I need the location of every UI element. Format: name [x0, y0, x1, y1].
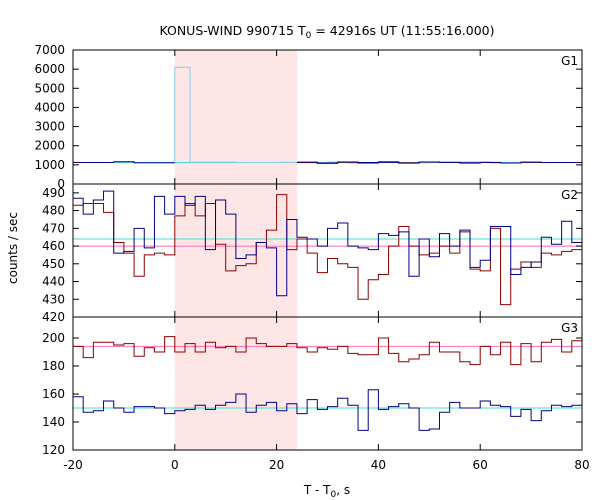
y-tick-label: 200	[42, 331, 65, 345]
y-tick-label: 140	[42, 415, 65, 429]
y-tick-label: 120	[42, 443, 65, 457]
x-tick-label: 60	[473, 458, 488, 472]
series-1-step-line	[73, 336, 582, 366]
shaded-interval	[174, 317, 297, 450]
panel-label: G3	[561, 321, 578, 335]
y-tick-label: 450	[42, 257, 65, 271]
y-tick-label: 490	[42, 186, 65, 200]
x-tick-label: 20	[269, 458, 284, 472]
panel-frame	[72, 49, 583, 185]
y-tick-label: 7000	[34, 43, 65, 57]
y-tick-label: 470	[42, 221, 65, 235]
series-2-step-line	[73, 389, 582, 431]
y-tick-label: 1000	[34, 158, 65, 172]
y-tick-label: 2000	[34, 139, 65, 153]
x-tick-label: 80	[574, 458, 589, 472]
panel-frame	[72, 316, 583, 451]
y-tick-label: 6000	[34, 62, 65, 76]
x-tick-label: 40	[371, 458, 386, 472]
y-tick-label: 460	[42, 239, 65, 253]
chart-title: KONUS-WIND 990715 T0 = 42916s UT (11:55:…	[159, 23, 494, 41]
x-axis-label: T - T0, s	[303, 483, 350, 500]
panel-g3: 120 140 160 180 200 G3	[42, 316, 583, 457]
panel-label: G2	[561, 188, 578, 202]
x-tick-label: -20	[63, 458, 83, 472]
panel-frame	[72, 183, 583, 318]
y-tick-label: 5000	[34, 81, 65, 95]
x-tick-label: 0	[171, 458, 179, 472]
y-tick-label: 0	[57, 177, 65, 191]
panels-group: 01000200030004000500060007000G1420430440…	[34, 43, 589, 472]
y-tick-label: 160	[42, 387, 65, 401]
series-2-step-line	[73, 190, 582, 297]
y-tick-label: 3000	[34, 120, 65, 134]
series-1-step-line	[73, 66, 582, 164]
panel-label: G1	[561, 54, 578, 68]
series-1-step-line	[73, 194, 582, 306]
y-tick-label: 430	[42, 292, 65, 306]
y-tick-label: 480	[42, 204, 65, 218]
panel-g2: 420 430 440 450 460 470 480 490 G2	[42, 183, 583, 324]
y-tick-label: 440	[42, 275, 65, 289]
shaded-interval	[174, 50, 297, 184]
series-3-step-line	[73, 161, 582, 164]
panel-g1: 0 1000 2000 3000 4000 5000 6000 7000 G1	[34, 43, 583, 191]
y-axis-label: counts / sec	[6, 212, 20, 284]
y-tick-label: 180	[42, 359, 65, 373]
y-tick-label: 4000	[34, 100, 65, 114]
y-tick-label: 420	[42, 310, 65, 324]
